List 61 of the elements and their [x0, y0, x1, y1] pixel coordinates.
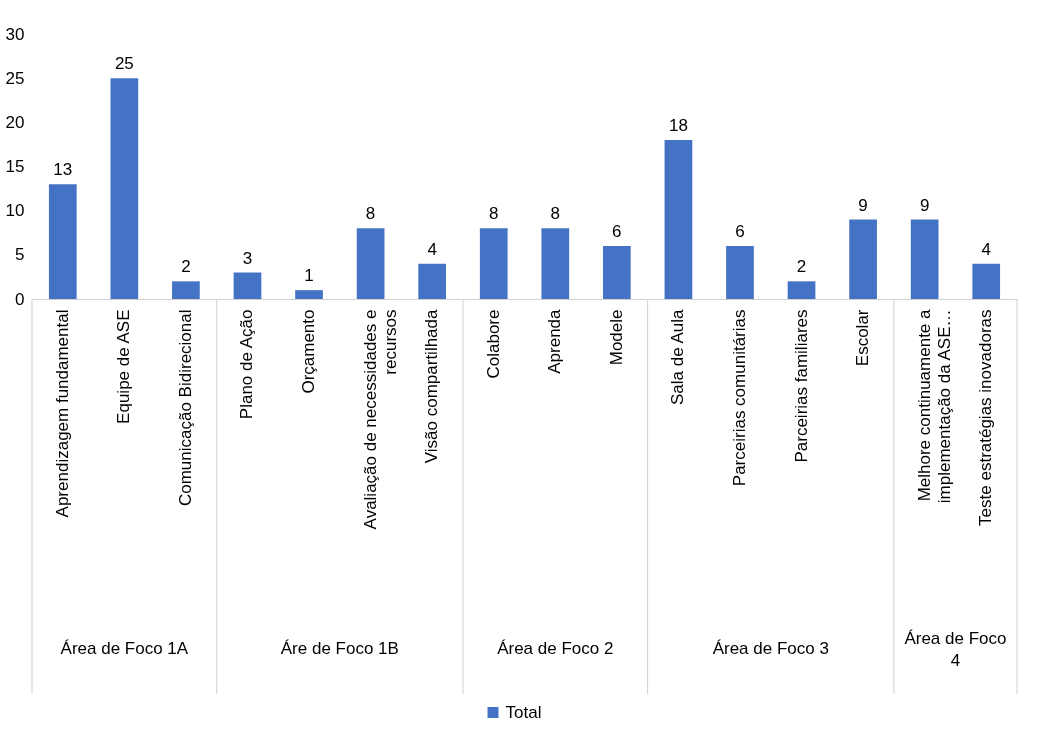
bar	[664, 140, 693, 299]
bar	[602, 246, 631, 299]
data-label: 2	[181, 257, 191, 277]
bar	[726, 246, 754, 299]
x-tick-label: Modele	[606, 309, 626, 366]
data-label: 25	[114, 54, 134, 74]
x-tick-label: Parceirias comunitárias	[729, 309, 749, 487]
data-label: 18	[668, 116, 688, 135]
x-tick-label: Escolar	[853, 309, 873, 367]
data-label: 8	[365, 204, 376, 224]
data-label: 4	[981, 239, 991, 259]
x-tick-label: Comunicação Bidirecional	[175, 309, 195, 507]
x-tick-label: Equipe de ASE	[114, 309, 134, 424]
y-tick-label: 10	[5, 201, 25, 221]
x-tick-label: Colabore	[483, 309, 503, 379]
bar	[295, 290, 323, 299]
bar	[479, 228, 508, 299]
y-tick-label: 25	[5, 68, 25, 88]
text: Área de Foco 4	[904, 629, 1007, 670]
bar	[910, 219, 939, 299]
y-tick-label: 15	[5, 157, 25, 176]
x-tick-label: Aprenda	[545, 308, 565, 374]
y-tick-label: 30	[5, 24, 25, 44]
bar	[849, 219, 877, 299]
legend-label: Total	[505, 702, 542, 722]
x-tick-label: Sala de Aula	[668, 308, 688, 405]
data-label: 3	[242, 248, 253, 268]
data-label: 6	[735, 222, 745, 241]
bar	[110, 78, 139, 299]
y-tick-label: 20	[5, 112, 25, 132]
bar	[972, 263, 1001, 299]
data-label: 2	[796, 257, 807, 277]
text: Áre de Foco 1B	[280, 639, 399, 658]
bar	[233, 272, 262, 299]
y-tick-label: 0	[15, 289, 25, 309]
bar	[48, 184, 77, 299]
y-tick-label: 5	[15, 245, 25, 265]
data-label: 9	[919, 195, 930, 215]
text: Área de Foco 2	[497, 639, 614, 658]
bar	[541, 228, 570, 299]
text: Área de Foco 1A	[60, 639, 189, 658]
x-tick-label: Orçamento	[299, 309, 319, 394]
x-tick-label: Plano de Ação	[237, 309, 257, 420]
x-tick-label: Visão compartilhada	[422, 308, 442, 464]
bar	[172, 281, 200, 299]
data-label: 8	[550, 204, 561, 224]
data-label: 4	[427, 239, 437, 259]
data-label: 1	[304, 266, 314, 286]
data-label: 9	[858, 195, 868, 215]
data-label: 6	[612, 222, 622, 241]
data-label: 8	[488, 204, 499, 224]
x-tick-label: Teste estratégias inovadoras	[976, 309, 996, 526]
x-tick-label: Aprendizagem fundamental	[52, 309, 72, 518]
text: Área de Foco 3	[712, 639, 829, 658]
bar	[418, 263, 447, 299]
data-label: 13	[53, 160, 73, 180]
x-tick-label: Avaliação de necessidades e recursos	[360, 309, 400, 530]
x-tick-label: Melhore continuamente a implementação da ASE…	[914, 308, 954, 504]
bar	[787, 281, 816, 299]
bar	[356, 228, 385, 299]
x-tick-label: Parceirias familiares	[791, 309, 811, 463]
